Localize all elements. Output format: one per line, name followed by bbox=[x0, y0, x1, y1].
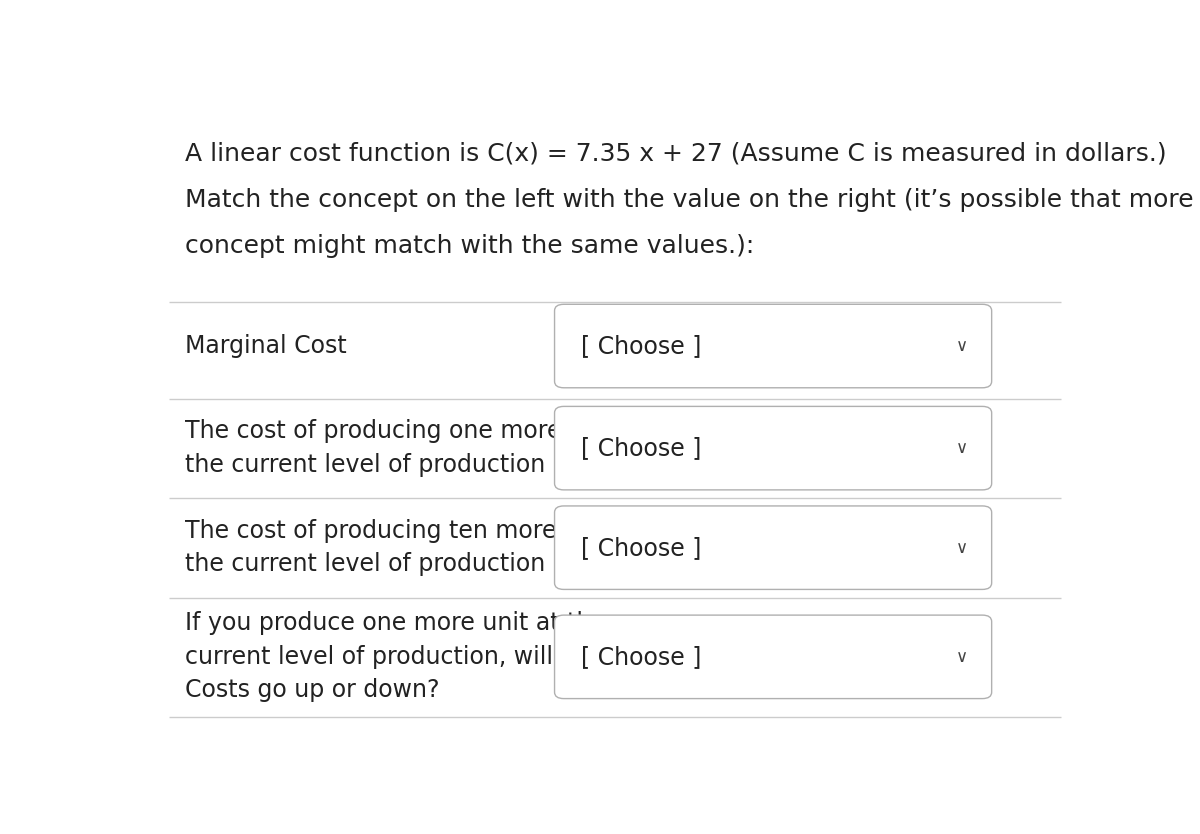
FancyBboxPatch shape bbox=[554, 304, 991, 388]
Text: A linear cost function is C(x) = 7.35 x + 27 (Assume C is measured in dollars.): A linear cost function is C(x) = 7.35 x … bbox=[185, 142, 1166, 166]
Text: Costs go up or down?: Costs go up or down? bbox=[185, 678, 440, 702]
Text: ∨: ∨ bbox=[956, 539, 968, 556]
Text: ∨: ∨ bbox=[956, 648, 968, 666]
Text: [ Choose ]: [ Choose ] bbox=[581, 436, 701, 460]
Text: The cost of producing one more unit at: The cost of producing one more unit at bbox=[185, 420, 647, 444]
Text: The cost of producing ten more units at: The cost of producing ten more units at bbox=[185, 519, 654, 543]
Text: the current level of production: the current level of production bbox=[185, 552, 546, 576]
Text: Match the concept on the left with the value on the right (it’s possible that mo: Match the concept on the left with the v… bbox=[185, 188, 1200, 212]
FancyBboxPatch shape bbox=[554, 406, 991, 490]
Text: the current level of production: the current level of production bbox=[185, 453, 546, 477]
Text: current level of production, will Total: current level of production, will Total bbox=[185, 645, 617, 669]
Text: [ Choose ]: [ Choose ] bbox=[581, 334, 701, 358]
Text: [ Choose ]: [ Choose ] bbox=[581, 645, 701, 669]
FancyBboxPatch shape bbox=[554, 506, 991, 590]
Text: concept might match with the same values.):: concept might match with the same values… bbox=[185, 234, 755, 259]
Text: ∨: ∨ bbox=[956, 440, 968, 457]
FancyBboxPatch shape bbox=[554, 615, 991, 699]
Text: ∨: ∨ bbox=[956, 337, 968, 355]
Text: [ Choose ]: [ Choose ] bbox=[581, 535, 701, 560]
Text: Marginal Cost: Marginal Cost bbox=[185, 334, 347, 358]
Text: If you produce one more unit at the: If you produce one more unit at the bbox=[185, 611, 606, 636]
